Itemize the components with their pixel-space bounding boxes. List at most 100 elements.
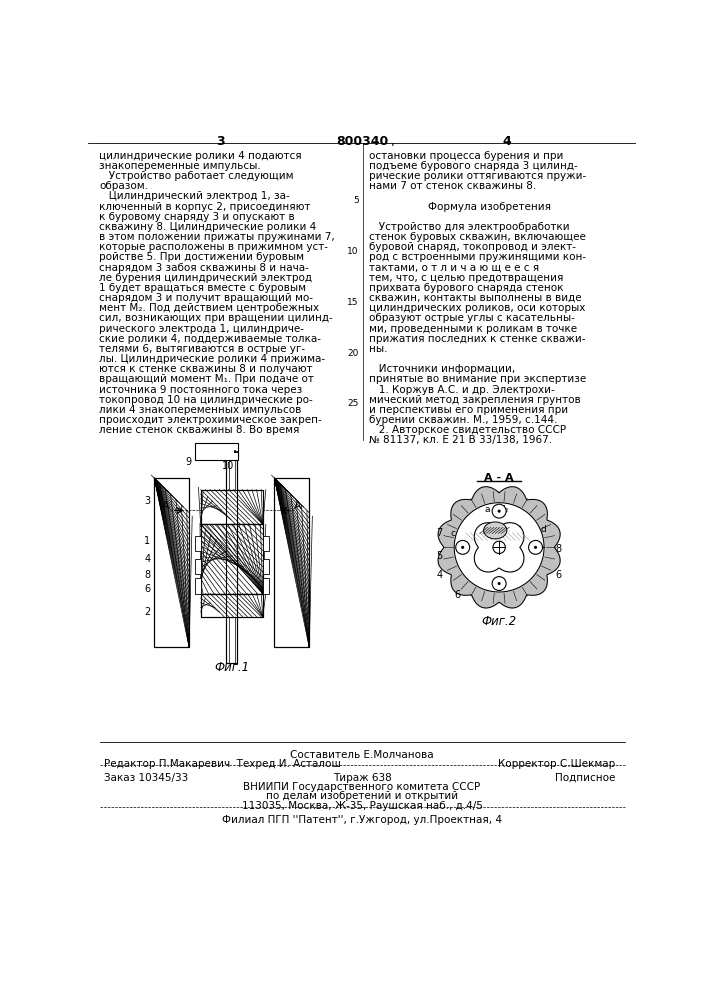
Text: ,: , [391, 135, 395, 148]
Text: Заказ 10345/33: Заказ 10345/33 [104, 773, 188, 783]
Bar [201, 524, 263, 594]
Text: Формула изобретения: Формула изобретения [428, 202, 551, 212]
Text: А - А: А - А [484, 473, 514, 483]
Text: прихвата бурового снаряда стенок: прихвата бурового снаряда стенок [369, 283, 563, 293]
Circle shape [492, 504, 506, 518]
Text: источника 9 постоянного тока через: источника 9 постоянного тока через [99, 385, 303, 395]
Text: рические ролики оттягиваются пружи-: рические ролики оттягиваются пружи- [369, 171, 586, 181]
Text: принятые во внимание при экспертизе: принятые во внимание при экспертизе [369, 374, 586, 384]
Text: d: d [540, 525, 546, 534]
Text: 7: 7 [436, 528, 443, 538]
Text: Составитель Е.Молчанова: Составитель Е.Молчанова [290, 750, 434, 760]
Circle shape [498, 510, 501, 513]
Text: М₁: М₁ [508, 551, 521, 561]
Text: 6: 6 [454, 590, 460, 600]
Text: ские ролики 4, поддерживаемые толка-: ские ролики 4, поддерживаемые толка- [99, 334, 321, 344]
Circle shape [456, 540, 469, 554]
Text: знакопеременные импульсы.: знакопеременные импульсы. [99, 161, 261, 171]
Text: скважин, контакты выполнены в виде: скважин, контакты выполнены в виде [369, 293, 582, 303]
Text: ключенный в корпус 2, присоединяют: ключенный в корпус 2, присоединяют [99, 202, 310, 212]
Text: 15: 15 [347, 298, 359, 307]
Bar [274, 478, 309, 647]
Text: А: А [162, 501, 170, 511]
Text: 6: 6 [144, 584, 151, 594]
Bar [154, 478, 189, 647]
Circle shape [492, 577, 506, 590]
Text: сил, возникающих при вращении цилинд-: сил, возникающих при вращении цилинд- [99, 313, 333, 323]
Text: образом.: образом. [99, 181, 148, 191]
Text: снарядом 3 и получит вращающий мо-: снарядом 3 и получит вращающий мо- [99, 293, 313, 303]
Text: № 81137, кл. Е 21 В 33/138, 1967.: № 81137, кл. Е 21 В 33/138, 1967. [369, 435, 552, 445]
Text: 10: 10 [347, 247, 359, 256]
Text: 10: 10 [222, 461, 234, 471]
Text: 113035, Москва, Ж-35, Раушская наб., д.4/5: 113035, Москва, Ж-35, Раушская наб., д.4… [242, 801, 482, 811]
Bar [194, 536, 201, 551]
Text: буровой снаряд, токопровод и элект-: буровой снаряд, токопровод и элект- [369, 242, 576, 252]
Text: тактами, о т л и ч а ю щ е е с я: тактами, о т л и ч а ю щ е е с я [369, 263, 539, 273]
Text: 5: 5 [353, 196, 359, 205]
Bar [274, 478, 309, 647]
Text: бурении скважин. М., 1959, с.144.: бурении скважин. М., 1959, с.144. [369, 415, 557, 425]
Text: к буровому снаряду 3 и опускают в: к буровому снаряду 3 и опускают в [99, 212, 295, 222]
Text: 6: 6 [556, 570, 562, 580]
Text: Подписное: Подписное [555, 773, 615, 783]
Text: лы. Цилиндрические ролики 4 прижима-: лы. Цилиндрические ролики 4 прижима- [99, 354, 325, 364]
Text: ми, проведенными к роликам в точке: ми, проведенными к роликам в точке [369, 324, 577, 334]
Text: по делам изобретений и открытий: по делам изобретений и открытий [266, 791, 458, 801]
Text: ле бурения цилиндрический электрод: ле бурения цилиндрический электрод [99, 273, 312, 283]
Circle shape [498, 582, 501, 585]
Text: Редактор П.Макаревич  Техред И. Асталош: Редактор П.Макаревич Техред И. Асталош [104, 759, 341, 769]
Text: ВНИИПИ Государственного комитета СССР: ВНИИПИ Государственного комитета СССР [243, 782, 481, 792]
Text: c: c [451, 529, 456, 538]
Text: М₂: М₂ [498, 505, 509, 514]
Polygon shape [454, 503, 544, 592]
Text: a: a [484, 505, 490, 514]
Text: 8: 8 [144, 570, 151, 580]
Text: в этом положении прижаты пружинами 7,: в этом положении прижаты пружинами 7, [99, 232, 335, 242]
Text: ление стенок скважины 8. Во время: ление стенок скважины 8. Во время [99, 425, 300, 435]
Text: Цилиндрический электрод 1, за-: Цилиндрический электрод 1, за- [99, 191, 290, 201]
Text: образуют острые углы с касательны-: образуют острые углы с касательны- [369, 313, 575, 323]
Text: цилиндрические ролики 4 подаются: цилиндрические ролики 4 подаются [99, 151, 302, 161]
Text: прижатия последних к стенке скважи-: прижатия последних к стенке скважи- [369, 334, 585, 344]
Text: происходит электрохимическое закреп-: происходит электрохимическое закреп- [99, 415, 322, 425]
Text: рического электрода 1, цилиндриче-: рического электрода 1, цилиндриче- [99, 324, 304, 334]
Bar [263, 578, 269, 594]
Text: ются к стенке скважины 8 и получают: ются к стенке скважины 8 и получают [99, 364, 312, 374]
Text: остановки процесса бурения и при: остановки процесса бурения и при [369, 151, 563, 161]
Text: которые расположены в прижимном уст-: которые расположены в прижимном уст- [99, 242, 328, 252]
Text: Корректор С.Шекмар: Корректор С.Шекмар [498, 759, 615, 769]
Text: 1: 1 [144, 536, 151, 546]
Text: 3: 3 [216, 135, 224, 148]
Polygon shape [474, 523, 524, 572]
Ellipse shape [484, 522, 507, 539]
Bar [201, 490, 263, 524]
Text: подъеме бурового снаряда 3 цилинд-: подъеме бурового снаряда 3 цилинд- [369, 161, 578, 171]
Text: лики 4 знакопеременных импульсов: лики 4 знакопеременных импульсов [99, 405, 302, 415]
Text: Источники информации,: Источники информации, [369, 364, 515, 374]
Text: снарядом 3 забоя скважины 8 и нача-: снарядом 3 забоя скважины 8 и нача- [99, 263, 309, 273]
Bar [195, 443, 238, 460]
Text: А: А [294, 501, 301, 511]
Text: телями 6, вытягиваются в острые уг-: телями 6, вытягиваются в острые уг- [99, 344, 305, 354]
Text: и перспективы его применения при: и перспективы его применения при [369, 405, 568, 415]
Text: тем, что, с целью предотвращения: тем, что, с целью предотвращения [369, 273, 563, 283]
Bar [194, 578, 201, 594]
Bar [226, 447, 237, 663]
Text: 5: 5 [436, 551, 443, 561]
Text: цилиндрических роликов, оси которых: цилиндрических роликов, оси которых [369, 303, 585, 313]
Text: 8: 8 [556, 544, 562, 554]
Text: 1. Коржув А.С. и др. Электрохи-: 1. Коржув А.С. и др. Электрохи- [369, 385, 555, 395]
Circle shape [529, 540, 542, 554]
Text: 9: 9 [185, 457, 192, 467]
Text: нами 7 от стенок скважины 8.: нами 7 от стенок скважины 8. [369, 181, 536, 191]
Text: токопровод 10 на цилиндрические ро-: токопровод 10 на цилиндрические ро- [99, 395, 313, 405]
Text: 1 будет вращаться вместе с буровым: 1 будет вращаться вместе с буровым [99, 283, 306, 293]
Text: 4: 4 [503, 135, 511, 148]
Text: 2. Авторское свидетельство СССР: 2. Авторское свидетельство СССР [369, 425, 566, 435]
Polygon shape [438, 487, 560, 608]
Bar [263, 536, 269, 551]
Text: 25: 25 [347, 399, 359, 408]
Text: Фиг.1: Фиг.1 [214, 661, 250, 674]
Circle shape [534, 546, 537, 549]
